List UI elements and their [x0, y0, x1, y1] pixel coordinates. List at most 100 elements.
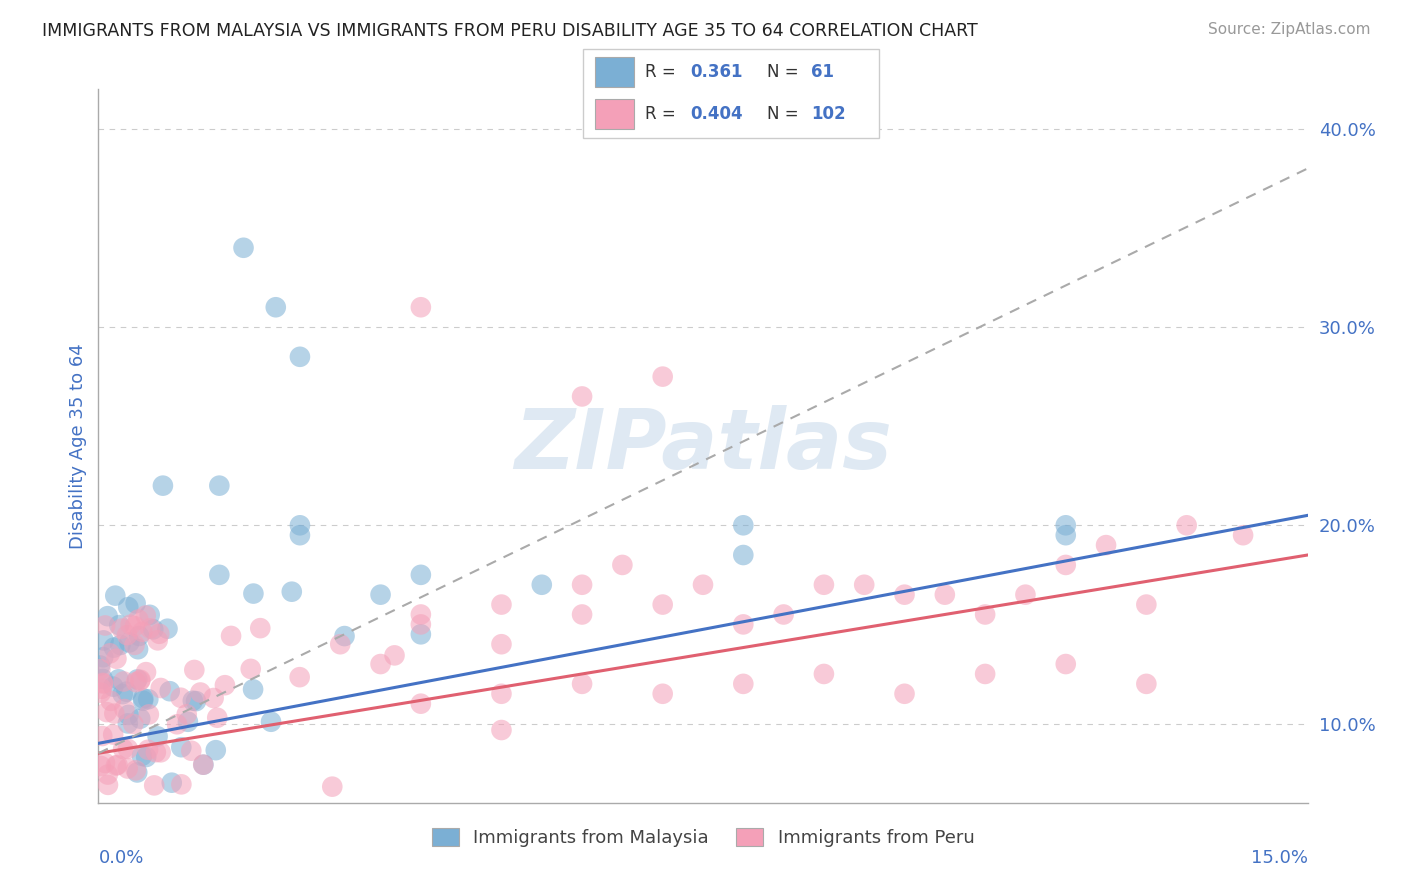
Point [281, 584, 304, 599]
Point [733, 548, 755, 562]
Point [104, 589, 127, 603]
Point [242, 586, 264, 600]
Point [90, 759, 112, 773]
Point [370, 588, 392, 602]
Point [115, 628, 138, 642]
Point [260, 714, 283, 729]
Point [651, 369, 673, 384]
Point [117, 716, 139, 731]
Point [491, 723, 513, 737]
Point [571, 389, 593, 403]
Point [124, 638, 146, 652]
Point [571, 607, 593, 622]
Point [127, 765, 149, 780]
Point [974, 607, 997, 622]
Point [136, 692, 159, 706]
Point [409, 567, 432, 582]
Point [384, 648, 406, 663]
Point [208, 478, 231, 492]
Point [181, 694, 204, 708]
Point [91, 672, 114, 686]
Point [1054, 657, 1077, 671]
Point [772, 607, 794, 622]
Point [115, 684, 138, 698]
Point [132, 691, 155, 706]
Point [143, 778, 166, 792]
Point [893, 687, 915, 701]
Point [112, 702, 135, 716]
Point [91, 676, 114, 690]
Point [93, 633, 115, 648]
Point [91, 650, 114, 665]
Point [409, 627, 432, 641]
Point [733, 677, 755, 691]
Point [125, 764, 148, 778]
Point [149, 745, 172, 759]
Point [530, 578, 553, 592]
Point [146, 633, 169, 648]
Point [127, 613, 149, 627]
Point [110, 638, 132, 652]
Point [288, 350, 311, 364]
Point [208, 567, 231, 582]
Text: N =: N = [766, 63, 799, 81]
Point [1014, 588, 1036, 602]
Point [107, 758, 129, 772]
Point [612, 558, 634, 572]
Point [1054, 518, 1077, 533]
Point [98, 646, 121, 660]
Point [204, 743, 226, 757]
Point [148, 627, 170, 641]
Point [239, 662, 262, 676]
Point [193, 757, 215, 772]
Point [120, 617, 142, 632]
Point [124, 596, 146, 610]
Point [94, 756, 117, 770]
Legend: Immigrants from Malaysia, Immigrants from Peru: Immigrants from Malaysia, Immigrants fro… [425, 821, 981, 855]
Point [110, 622, 132, 636]
Point [214, 678, 236, 692]
Point [112, 674, 135, 689]
Point [103, 706, 125, 721]
Point [104, 758, 127, 772]
Point [135, 665, 157, 680]
FancyBboxPatch shape [583, 49, 879, 138]
Point [813, 667, 835, 681]
Point [1232, 528, 1254, 542]
Text: R =: R = [645, 105, 676, 123]
Point [571, 677, 593, 691]
Point [127, 642, 149, 657]
Point [190, 685, 212, 699]
Point [692, 578, 714, 592]
Point [91, 729, 114, 743]
Point [893, 588, 915, 602]
Point [142, 623, 165, 637]
Point [232, 241, 254, 255]
Point [107, 673, 129, 687]
Point [166, 717, 188, 731]
Point [491, 687, 513, 701]
Y-axis label: Disability Age 35 to 64: Disability Age 35 to 64 [69, 343, 87, 549]
Text: 15.0%: 15.0% [1250, 849, 1308, 867]
Point [146, 730, 169, 744]
Point [117, 707, 139, 722]
Point [651, 598, 673, 612]
Point [409, 300, 432, 314]
Point [131, 624, 153, 639]
Point [1135, 677, 1157, 691]
Point [90, 686, 112, 700]
Point [409, 697, 432, 711]
Point [101, 728, 124, 742]
Point [288, 528, 311, 542]
Point [111, 687, 134, 701]
Point [131, 748, 153, 763]
Point [117, 742, 139, 756]
Point [117, 762, 139, 776]
Point [249, 621, 271, 635]
Point [129, 673, 152, 688]
Point [97, 609, 120, 624]
Point [159, 684, 181, 698]
Point [333, 629, 356, 643]
Point [128, 629, 150, 643]
FancyBboxPatch shape [595, 99, 634, 129]
